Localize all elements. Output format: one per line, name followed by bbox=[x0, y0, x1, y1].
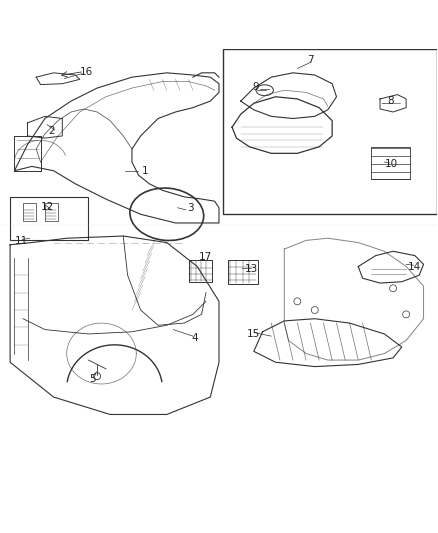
Bar bbox=[23, 204, 36, 221]
Bar bbox=[371, 147, 410, 180]
Bar bbox=[45, 204, 58, 221]
Text: 17: 17 bbox=[198, 252, 212, 262]
Text: 15: 15 bbox=[247, 329, 261, 339]
Bar bbox=[223, 49, 437, 214]
Text: 8: 8 bbox=[388, 96, 394, 106]
Text: 16: 16 bbox=[80, 67, 93, 77]
Text: 11: 11 bbox=[14, 236, 28, 246]
Text: 13: 13 bbox=[245, 264, 258, 274]
Text: 4: 4 bbox=[192, 333, 198, 343]
Bar bbox=[10, 197, 88, 240]
Text: 14: 14 bbox=[408, 262, 421, 271]
Bar bbox=[228, 260, 258, 284]
Bar bbox=[188, 260, 212, 282]
Text: 1: 1 bbox=[142, 166, 148, 176]
Text: 10: 10 bbox=[385, 159, 397, 169]
Text: 7: 7 bbox=[307, 55, 314, 65]
Text: 2: 2 bbox=[48, 126, 55, 136]
Text: 5: 5 bbox=[89, 374, 96, 384]
Text: 3: 3 bbox=[187, 203, 194, 213]
Text: 9: 9 bbox=[253, 82, 259, 92]
Text: 12: 12 bbox=[40, 202, 54, 212]
